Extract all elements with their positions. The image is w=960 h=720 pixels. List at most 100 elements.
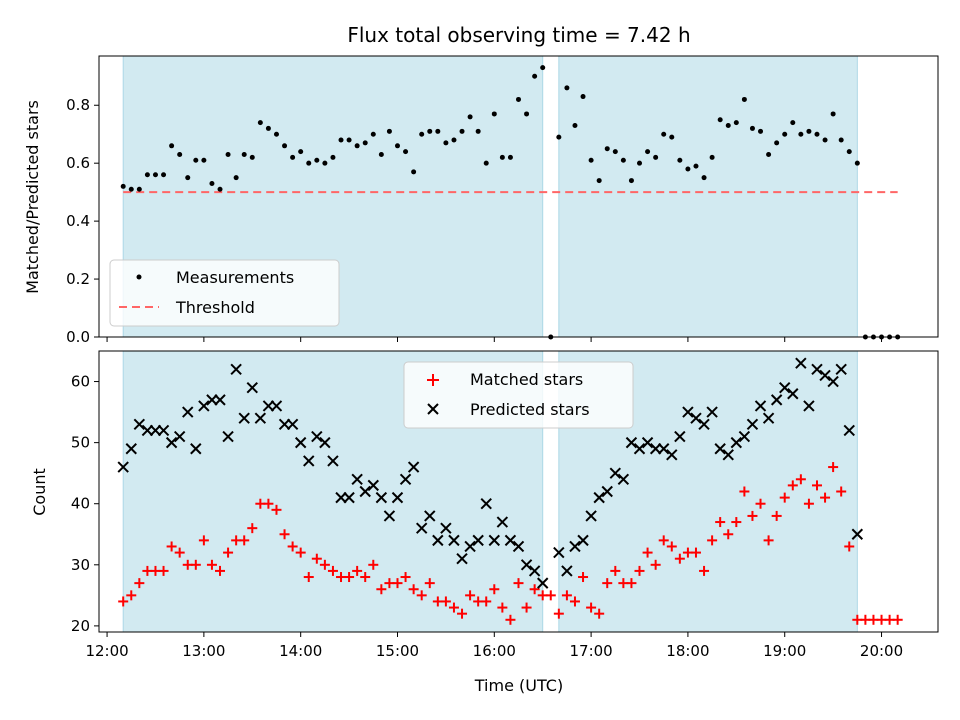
predicted-star-point xyxy=(472,534,484,547)
predicted-star-point xyxy=(351,473,363,485)
matched-star-point xyxy=(699,565,710,576)
matched-star-point xyxy=(327,565,338,576)
matched-star-point xyxy=(594,608,605,619)
matched-star-point xyxy=(803,498,814,509)
predicted-star-point xyxy=(214,394,226,406)
measurement-point xyxy=(653,154,659,160)
matched-star-point xyxy=(586,602,597,613)
matched-star-point xyxy=(529,584,540,595)
measurement-point xyxy=(798,131,804,137)
matched-star-point xyxy=(731,517,742,528)
predicted-star-point xyxy=(286,418,299,431)
top-shade-span-1 xyxy=(558,55,858,338)
matched-star-point xyxy=(811,480,822,491)
measurement-point xyxy=(677,157,683,163)
matched-star-point xyxy=(287,541,298,552)
measurement-point xyxy=(758,128,764,134)
measurement-point xyxy=(806,128,812,134)
measurement-point xyxy=(443,140,449,146)
predicted-star-point xyxy=(383,510,396,522)
x-tick-label: 18:00 xyxy=(666,642,709,660)
measurement-point xyxy=(306,160,312,166)
measurement-point xyxy=(733,120,739,126)
predicted-star-point xyxy=(303,455,315,467)
matched-star-point xyxy=(481,596,492,607)
predicted-star-point xyxy=(666,449,678,461)
predicted-star-point xyxy=(787,388,799,400)
top-y-tick-label: 0.4 xyxy=(66,212,90,230)
predicted-star-point xyxy=(851,528,864,540)
measurement-point xyxy=(290,154,296,160)
matched-star-point xyxy=(440,596,451,607)
matched-star-point xyxy=(715,517,726,528)
bottom-plot-frame xyxy=(98,350,939,633)
predicted-star-point xyxy=(593,491,605,504)
matched-star-point xyxy=(844,541,855,552)
measurement-point xyxy=(225,151,231,157)
predicted-star-point xyxy=(294,436,307,449)
predicted-star-point xyxy=(125,443,137,455)
top-plot: 0.00.20.40.60.8 Matched/Predicted stars … xyxy=(23,55,939,346)
predicted-star-point xyxy=(319,436,331,449)
measurement-point xyxy=(661,131,667,137)
matched-star-point xyxy=(118,596,129,607)
measurement-point xyxy=(556,134,562,140)
predicted-star-point xyxy=(714,443,726,455)
matched-star-point xyxy=(311,553,322,564)
x-tick-label: 16:00 xyxy=(473,642,516,660)
matched-star-point xyxy=(416,590,427,601)
predicted-star-point xyxy=(391,491,404,504)
predicted-star-point xyxy=(682,406,694,418)
measurement-point xyxy=(394,143,400,149)
x-tick-label: 12:00 xyxy=(85,642,128,660)
matched-star-point xyxy=(263,498,274,509)
matched-star-point xyxy=(707,535,718,546)
measurement-point xyxy=(427,128,433,134)
predicted-star-point xyxy=(730,436,743,449)
x-tick-label: 19:00 xyxy=(763,642,806,660)
predicted-star-point xyxy=(496,516,509,528)
matched-star-point xyxy=(489,584,500,595)
measurement-point xyxy=(475,128,481,134)
measurement-point xyxy=(152,172,158,178)
measurement-point xyxy=(386,128,392,134)
measurement-point xyxy=(685,166,691,172)
predicted-star-point xyxy=(246,381,258,394)
predicted-star-point xyxy=(835,363,847,376)
bottom-y-tick-label: 20 xyxy=(71,617,90,635)
matched-star-point xyxy=(158,565,169,576)
matched-star-point xyxy=(360,572,371,583)
predicted-star-point xyxy=(222,430,234,443)
measurement-point xyxy=(282,143,288,149)
predicted-star-point xyxy=(658,443,670,455)
matched-star-point xyxy=(319,559,330,570)
matched-star-point xyxy=(634,565,645,576)
matched-star-point xyxy=(828,462,839,473)
predicted-star-point xyxy=(367,479,379,492)
matched-star-point xyxy=(223,547,234,558)
matched-star-point xyxy=(763,535,774,546)
matched-star-point xyxy=(545,590,556,601)
predicted-star-point xyxy=(827,375,839,388)
predicted-star-point xyxy=(456,552,468,565)
matched-star-point xyxy=(134,578,145,589)
predicted-star-point xyxy=(182,406,194,418)
matched-star-point xyxy=(553,608,564,619)
bottom-plot: 20 30 40 50 60 12:00 13:00 14:00 15:00 16:00 17:00… xyxy=(30,350,939,695)
predicted-star-point xyxy=(698,418,710,431)
predicted-star-point xyxy=(117,461,129,473)
matched-star-point xyxy=(271,504,282,515)
predicted-star-point xyxy=(754,400,767,412)
measurement-point xyxy=(314,157,320,163)
measurement-point xyxy=(483,160,489,166)
measurement-point xyxy=(669,134,675,140)
predicted-star-point xyxy=(641,436,654,449)
measurement-point xyxy=(628,178,634,184)
measurement-point xyxy=(725,123,731,129)
matched-star-point xyxy=(400,572,411,583)
measurement-point xyxy=(637,160,643,166)
matched-star-point xyxy=(497,602,508,613)
measurement-point xyxy=(612,149,618,155)
measurement-point xyxy=(241,151,247,157)
